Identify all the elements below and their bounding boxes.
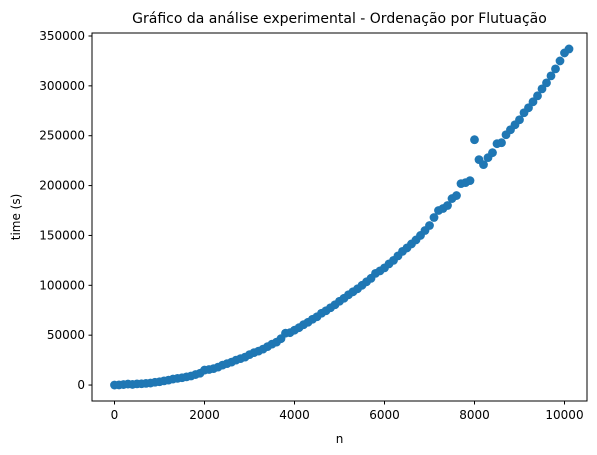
data-point xyxy=(528,97,538,107)
data-point xyxy=(429,213,439,222)
y-tick-label: 250000 xyxy=(39,129,85,143)
data-point xyxy=(488,148,497,158)
data-point xyxy=(515,115,524,125)
data-point xyxy=(542,78,551,88)
y-tick-label: 50000 xyxy=(47,328,85,342)
data-point xyxy=(425,221,434,230)
axes-frame xyxy=(91,32,588,402)
y-tick-label: 0 xyxy=(77,378,85,392)
x-tick-label: 2000 xyxy=(189,408,220,422)
data-points xyxy=(110,44,574,390)
data-point xyxy=(497,138,506,148)
data-point xyxy=(551,64,560,74)
x-tick-label: 0 xyxy=(111,408,119,422)
chart-title: Gráfico da análise experimental - Ordena… xyxy=(132,11,547,27)
y-tick-label: 350000 xyxy=(39,29,85,43)
x-tick-label: 8000 xyxy=(459,408,490,422)
data-point xyxy=(470,135,479,145)
data-point xyxy=(524,103,533,113)
x-axis-label: n xyxy=(336,432,344,446)
y-tick-label: 200000 xyxy=(39,179,85,193)
y-axis: 0 50000 100000 150000 200000 250000 300000 3500… xyxy=(39,29,92,392)
x-tick-label: 4000 xyxy=(279,408,310,422)
x-tick-label: 10000 xyxy=(545,408,583,422)
data-point xyxy=(443,201,452,210)
data-point xyxy=(479,160,488,170)
plot-area xyxy=(91,32,588,402)
data-point xyxy=(452,191,461,200)
x-tick-label: 6000 xyxy=(369,408,400,422)
data-point xyxy=(564,44,574,54)
data-point xyxy=(465,176,475,185)
data-point xyxy=(546,71,556,81)
y-tick-label: 150000 xyxy=(39,228,85,242)
y-tick-label: 300000 xyxy=(39,79,85,93)
x-axis: 0 2000 4000 6000 8000 10000 xyxy=(111,401,584,422)
data-point xyxy=(537,84,547,94)
data-point xyxy=(533,91,542,101)
y-tick-label: 100000 xyxy=(39,278,85,292)
y-axis-label: time (s) xyxy=(9,194,23,241)
data-point xyxy=(555,56,565,66)
